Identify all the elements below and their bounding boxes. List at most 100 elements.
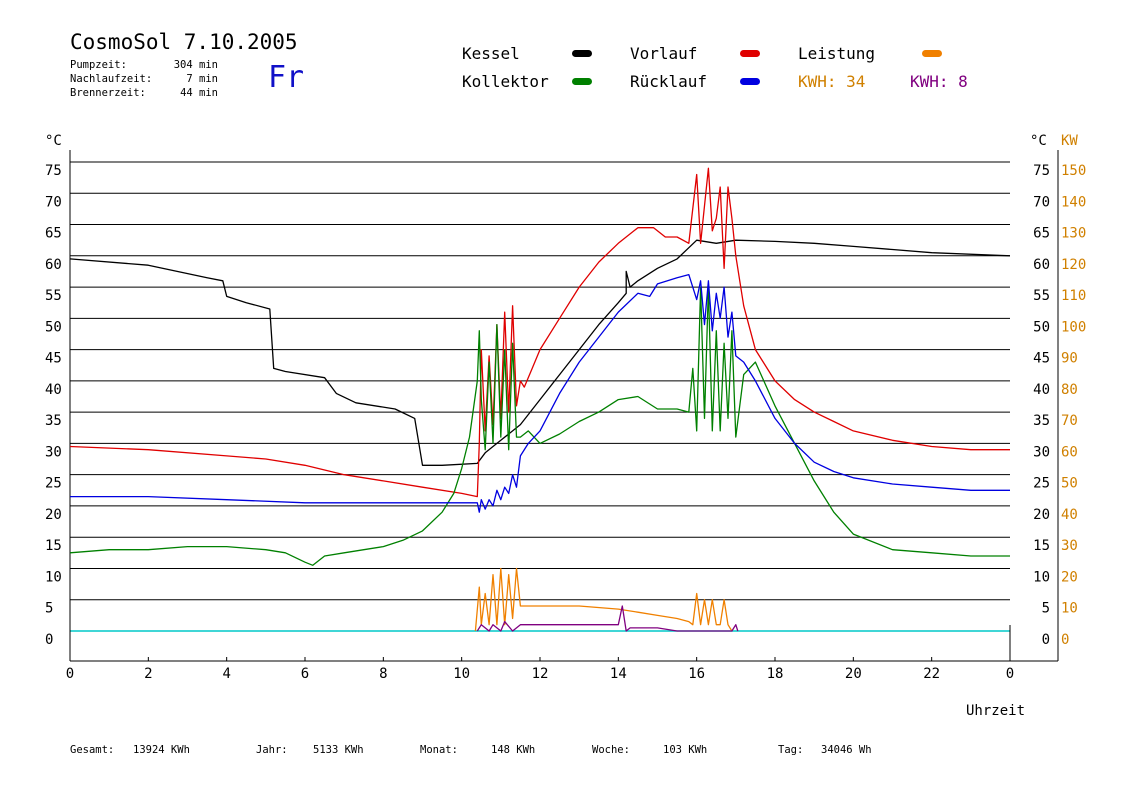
y-right-tick-label: 70 xyxy=(1033,194,1050,210)
y2-tick-label: 0 xyxy=(1061,632,1069,648)
brennerzeit-value: 44 min xyxy=(180,87,218,99)
x-tick-label: 14 xyxy=(610,666,627,682)
y-tick-label: 0 xyxy=(45,632,53,648)
footer-woche-label: Woche: xyxy=(592,744,630,756)
footer-jahr-value: 5133 KWh xyxy=(313,744,364,756)
legend-kwh-burner: KWH: 8 xyxy=(910,72,968,91)
y-right-tick-label: 30 xyxy=(1033,444,1050,460)
series-rcklauf xyxy=(70,273,1010,513)
footer-gesamt-value: 13924 KWh xyxy=(133,744,190,756)
y-right-tick-label: 0 xyxy=(1042,632,1050,648)
x-tick-label: 2 xyxy=(144,666,152,682)
y2-tick-label: 70 xyxy=(1061,413,1078,429)
series-brenner xyxy=(476,605,739,632)
y2-tick-label: 40 xyxy=(1061,507,1078,523)
y2-tick-label: 130 xyxy=(1061,226,1086,242)
series-layer xyxy=(69,167,1011,632)
legend-kollektor-swatch xyxy=(572,78,592,85)
series-vorlauf xyxy=(69,167,1010,498)
x-tick-label: 0 xyxy=(66,666,74,682)
x-tick-label: 8 xyxy=(379,666,387,682)
x-tick-label: 10 xyxy=(453,666,470,682)
footer-woche-value: 103 KWh xyxy=(663,744,708,756)
y2-tick-label: 80 xyxy=(1061,382,1078,398)
label-layer: 0510152025303540455055606570750510152025… xyxy=(45,133,1086,719)
series-leistung xyxy=(474,567,733,632)
pumpzeit-label: Pumpzeit: xyxy=(70,59,127,71)
y-tick-label: 10 xyxy=(45,569,62,585)
y-tick-label: 45 xyxy=(45,351,62,367)
y-right-tick-label: 75 xyxy=(1033,163,1050,179)
x-axis-label: Uhrzeit xyxy=(966,703,1025,719)
y-right-tick-label: 15 xyxy=(1033,538,1050,554)
y-right-tick-label: 10 xyxy=(1033,569,1050,585)
y-right-tick-label: 35 xyxy=(1033,413,1050,429)
y-tick-label: 75 xyxy=(45,163,62,179)
brennerzeit-label: Brennerzeit: xyxy=(70,87,146,99)
y2-tick-label: 90 xyxy=(1061,351,1078,367)
y2-tick-label: 30 xyxy=(1061,538,1078,554)
x-tick-label: 12 xyxy=(532,666,549,682)
x-tick-label: 16 xyxy=(688,666,705,682)
y-tick-label: 20 xyxy=(45,507,62,523)
x-tick-label: 20 xyxy=(845,666,862,682)
footer-tag-value: 34046 Wh xyxy=(821,744,872,756)
y-axis-unit: °C xyxy=(45,133,62,149)
series-kollektor xyxy=(69,286,1010,566)
legend-kwh-solar: KWH: 34 xyxy=(798,72,866,91)
y-tick-label: 30 xyxy=(45,444,62,460)
y2-tick-label: 20 xyxy=(1061,569,1078,585)
y2-tick-label: 60 xyxy=(1061,444,1078,460)
y-tick-label: 55 xyxy=(45,288,62,304)
footer-monat-label: Monat: xyxy=(420,744,458,756)
pumpzeit-value: 304 min xyxy=(173,59,218,71)
x-tick-label: 0 xyxy=(1006,666,1014,682)
y-right-tick-label: 55 xyxy=(1033,288,1050,304)
x-tick-label: 22 xyxy=(923,666,940,682)
y-right-tick-label: 65 xyxy=(1033,226,1050,242)
y2-axis-unit: KW xyxy=(1061,133,1078,149)
y2-tick-label: 10 xyxy=(1061,601,1078,617)
y-tick-label: 65 xyxy=(45,226,62,242)
y-tick-label: 5 xyxy=(45,601,53,617)
y2-tick-label: 150 xyxy=(1061,163,1086,179)
axis-layer xyxy=(69,150,1059,662)
nachlaufzeit-value: 7 min xyxy=(186,73,218,85)
x-tick-label: 4 xyxy=(222,666,230,682)
y-right-tick-label: 40 xyxy=(1033,382,1050,398)
legend-kollektor-label: Kollektor xyxy=(462,72,549,91)
y-right-tick-label: 45 xyxy=(1033,351,1050,367)
y-right-tick-label: 5 xyxy=(1042,601,1050,617)
grid-layer xyxy=(70,161,1010,632)
legend-leistung-label: Leistung xyxy=(798,44,876,63)
nachlaufzeit-label: Nachlaufzeit: xyxy=(70,73,153,85)
y-right-tick-label: 20 xyxy=(1033,507,1050,523)
chart-title: CosmoSol 7.10.2005 xyxy=(70,30,298,54)
y-tick-label: 50 xyxy=(45,319,62,335)
legend-ruecklauf-swatch xyxy=(740,78,760,85)
y-tick-label: 25 xyxy=(45,476,62,492)
y2-tick-label: 120 xyxy=(1061,257,1086,273)
y2-tick-label: 100 xyxy=(1061,319,1086,335)
y-right-axis-unit: °C xyxy=(1030,133,1047,149)
series-kessel xyxy=(69,239,1011,466)
y-tick-label: 35 xyxy=(45,413,62,429)
y2-tick-label: 50 xyxy=(1061,476,1078,492)
footer-gesamt-label: Gesamt: xyxy=(70,744,115,756)
x-tick-label: 18 xyxy=(767,666,784,682)
y-right-tick-label: 25 xyxy=(1033,476,1050,492)
y-right-tick-label: 60 xyxy=(1033,257,1050,273)
y-tick-label: 70 xyxy=(45,194,62,210)
legend-kessel-label: Kessel xyxy=(462,44,520,63)
legend-leistung-swatch xyxy=(922,50,942,57)
y-tick-label: 60 xyxy=(45,257,62,273)
legend-ruecklauf-label: Rücklauf xyxy=(630,72,708,91)
y-right-tick-label: 50 xyxy=(1033,319,1050,335)
legend-vorlauf-swatch xyxy=(740,50,760,57)
y-tick-label: 15 xyxy=(45,538,62,554)
y2-tick-label: 110 xyxy=(1061,288,1086,304)
weekday-label: Fr xyxy=(268,60,305,95)
legend-vorlauf-label: Vorlauf xyxy=(630,44,698,63)
x-tick-label: 6 xyxy=(301,666,309,682)
